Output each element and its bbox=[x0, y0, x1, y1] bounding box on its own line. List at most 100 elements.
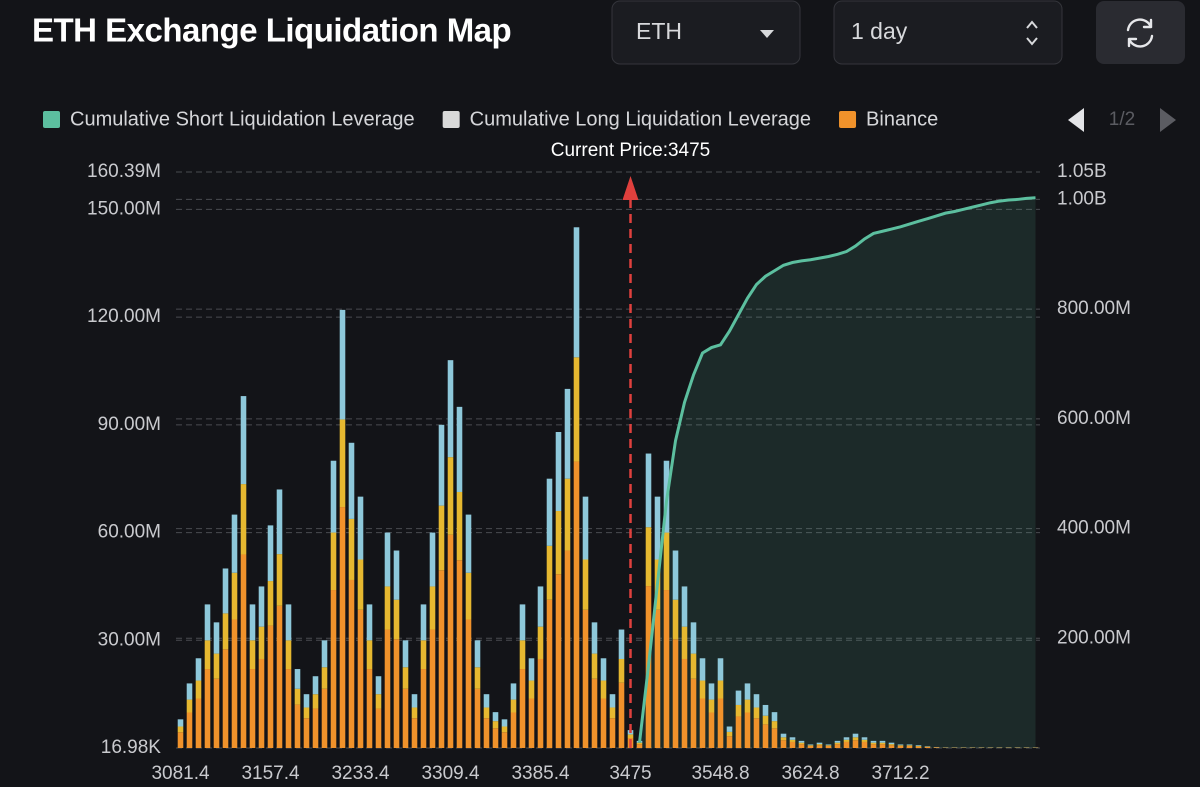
bar-segment bbox=[789, 741, 796, 748]
bar-segment bbox=[330, 532, 337, 591]
bar-segment bbox=[501, 726, 508, 733]
y-tick-label: 60.00M bbox=[98, 522, 161, 543]
bar-segment bbox=[735, 716, 742, 748]
bar-segment bbox=[681, 658, 688, 748]
bar-segment bbox=[501, 732, 508, 748]
button-box[interactable] bbox=[1096, 1, 1185, 64]
current-price-arrow bbox=[622, 176, 639, 200]
bar-segment bbox=[618, 629, 625, 659]
bar-segment bbox=[843, 739, 850, 742]
bar-segment bbox=[402, 640, 409, 668]
bar-segment bbox=[897, 745, 904, 746]
bar-segment bbox=[492, 712, 499, 722]
bar-segment bbox=[519, 669, 526, 748]
bar-segment bbox=[339, 507, 346, 748]
bar-segment bbox=[249, 669, 256, 748]
bar-segment bbox=[582, 609, 589, 748]
bar-segment bbox=[348, 442, 355, 519]
bar-segment bbox=[204, 640, 211, 670]
bar-segment bbox=[348, 579, 355, 748]
bar-segment bbox=[870, 744, 877, 748]
bar-segment bbox=[663, 532, 670, 591]
bar-segment bbox=[744, 712, 751, 748]
bar-segment bbox=[762, 724, 769, 748]
bar-segment bbox=[555, 511, 562, 575]
bar-segment bbox=[879, 742, 886, 745]
bar-segment bbox=[402, 688, 409, 748]
bar-segment bbox=[609, 707, 616, 719]
bar-segment bbox=[600, 680, 607, 699]
bar-segment bbox=[528, 680, 535, 699]
bar-segment bbox=[393, 639, 400, 748]
legend-page: 1/2 bbox=[1109, 109, 1135, 130]
bar-segment bbox=[645, 527, 652, 587]
x-tick-label: 3157.4 bbox=[241, 763, 300, 784]
bar-segment bbox=[681, 586, 688, 627]
select-box[interactable] bbox=[833, 0, 1063, 65]
bar-segment bbox=[897, 744, 904, 746]
refresh-button[interactable] bbox=[1096, 1, 1185, 64]
bar-segment bbox=[852, 737, 859, 741]
bar-segment bbox=[348, 518, 355, 580]
bar-segment bbox=[519, 604, 526, 641]
bar-segment bbox=[177, 726, 184, 733]
bar-segment bbox=[699, 680, 706, 699]
bar-segment bbox=[816, 745, 823, 748]
caret[interactable] bbox=[760, 30, 774, 38]
bar-segment bbox=[186, 699, 193, 713]
bar-segment bbox=[267, 625, 274, 748]
bar-segment bbox=[357, 559, 364, 610]
legend-label: Cumulative Short Liquidation Leverage bbox=[70, 108, 415, 130]
interval-select[interactable]: 1 day bbox=[833, 0, 1063, 65]
bar-segment bbox=[438, 424, 445, 506]
bar-segment bbox=[780, 740, 787, 748]
refresh-icon[interactable] bbox=[1126, 18, 1154, 48]
interval-value[interactable]: 1 day bbox=[851, 18, 908, 44]
bar-segment bbox=[933, 747, 940, 748]
bar-segment bbox=[510, 683, 517, 700]
bar-segment bbox=[825, 745, 832, 748]
bar-segment bbox=[285, 669, 292, 748]
bar-segment bbox=[627, 734, 634, 739]
bar-segment bbox=[258, 658, 265, 748]
legend-prev[interactable] bbox=[1068, 108, 1084, 132]
select-box[interactable] bbox=[611, 0, 801, 65]
bar-segment bbox=[294, 688, 301, 705]
bar-segment bbox=[366, 640, 373, 670]
legend-next[interactable] bbox=[1160, 108, 1176, 132]
bar-segment bbox=[888, 745, 895, 748]
bar-segment bbox=[240, 484, 247, 555]
asset-value[interactable]: ETH bbox=[636, 18, 682, 44]
bar-segment bbox=[465, 619, 472, 748]
spinner[interactable] bbox=[1026, 20, 1038, 46]
bar-segment bbox=[690, 678, 697, 748]
bar-segment bbox=[591, 678, 598, 748]
bar-segment bbox=[762, 715, 769, 725]
bar-segment bbox=[447, 360, 454, 458]
bar-segment bbox=[537, 658, 544, 748]
bar-segment bbox=[474, 640, 481, 668]
bar-segment bbox=[456, 560, 463, 748]
bar-segment bbox=[699, 698, 706, 748]
asset-select[interactable]: ETH bbox=[611, 0, 801, 65]
legend-label: Cumulative Long Liquidation Leverage bbox=[470, 108, 811, 130]
bar-segment bbox=[294, 704, 301, 748]
bar-segment bbox=[384, 629, 391, 748]
legend: Cumulative Short Liquidation Leverage Cum… bbox=[43, 108, 938, 130]
bar-segment bbox=[798, 742, 805, 745]
bar-segment bbox=[780, 733, 787, 738]
bar-segment bbox=[240, 396, 247, 485]
x-tick-label: 3385.4 bbox=[511, 763, 570, 784]
bar-segment bbox=[519, 640, 526, 670]
bar-segment bbox=[555, 431, 562, 512]
bar-segment bbox=[618, 658, 625, 683]
bar-segment bbox=[339, 309, 346, 420]
bar-segment bbox=[636, 742, 643, 745]
bar-segment bbox=[177, 719, 184, 727]
bar-segment bbox=[564, 478, 571, 551]
bar-segment bbox=[267, 581, 274, 626]
bar-segment bbox=[456, 491, 463, 561]
bar-segment bbox=[708, 683, 715, 700]
bar-segment bbox=[312, 676, 319, 695]
bar-segment bbox=[609, 718, 616, 748]
